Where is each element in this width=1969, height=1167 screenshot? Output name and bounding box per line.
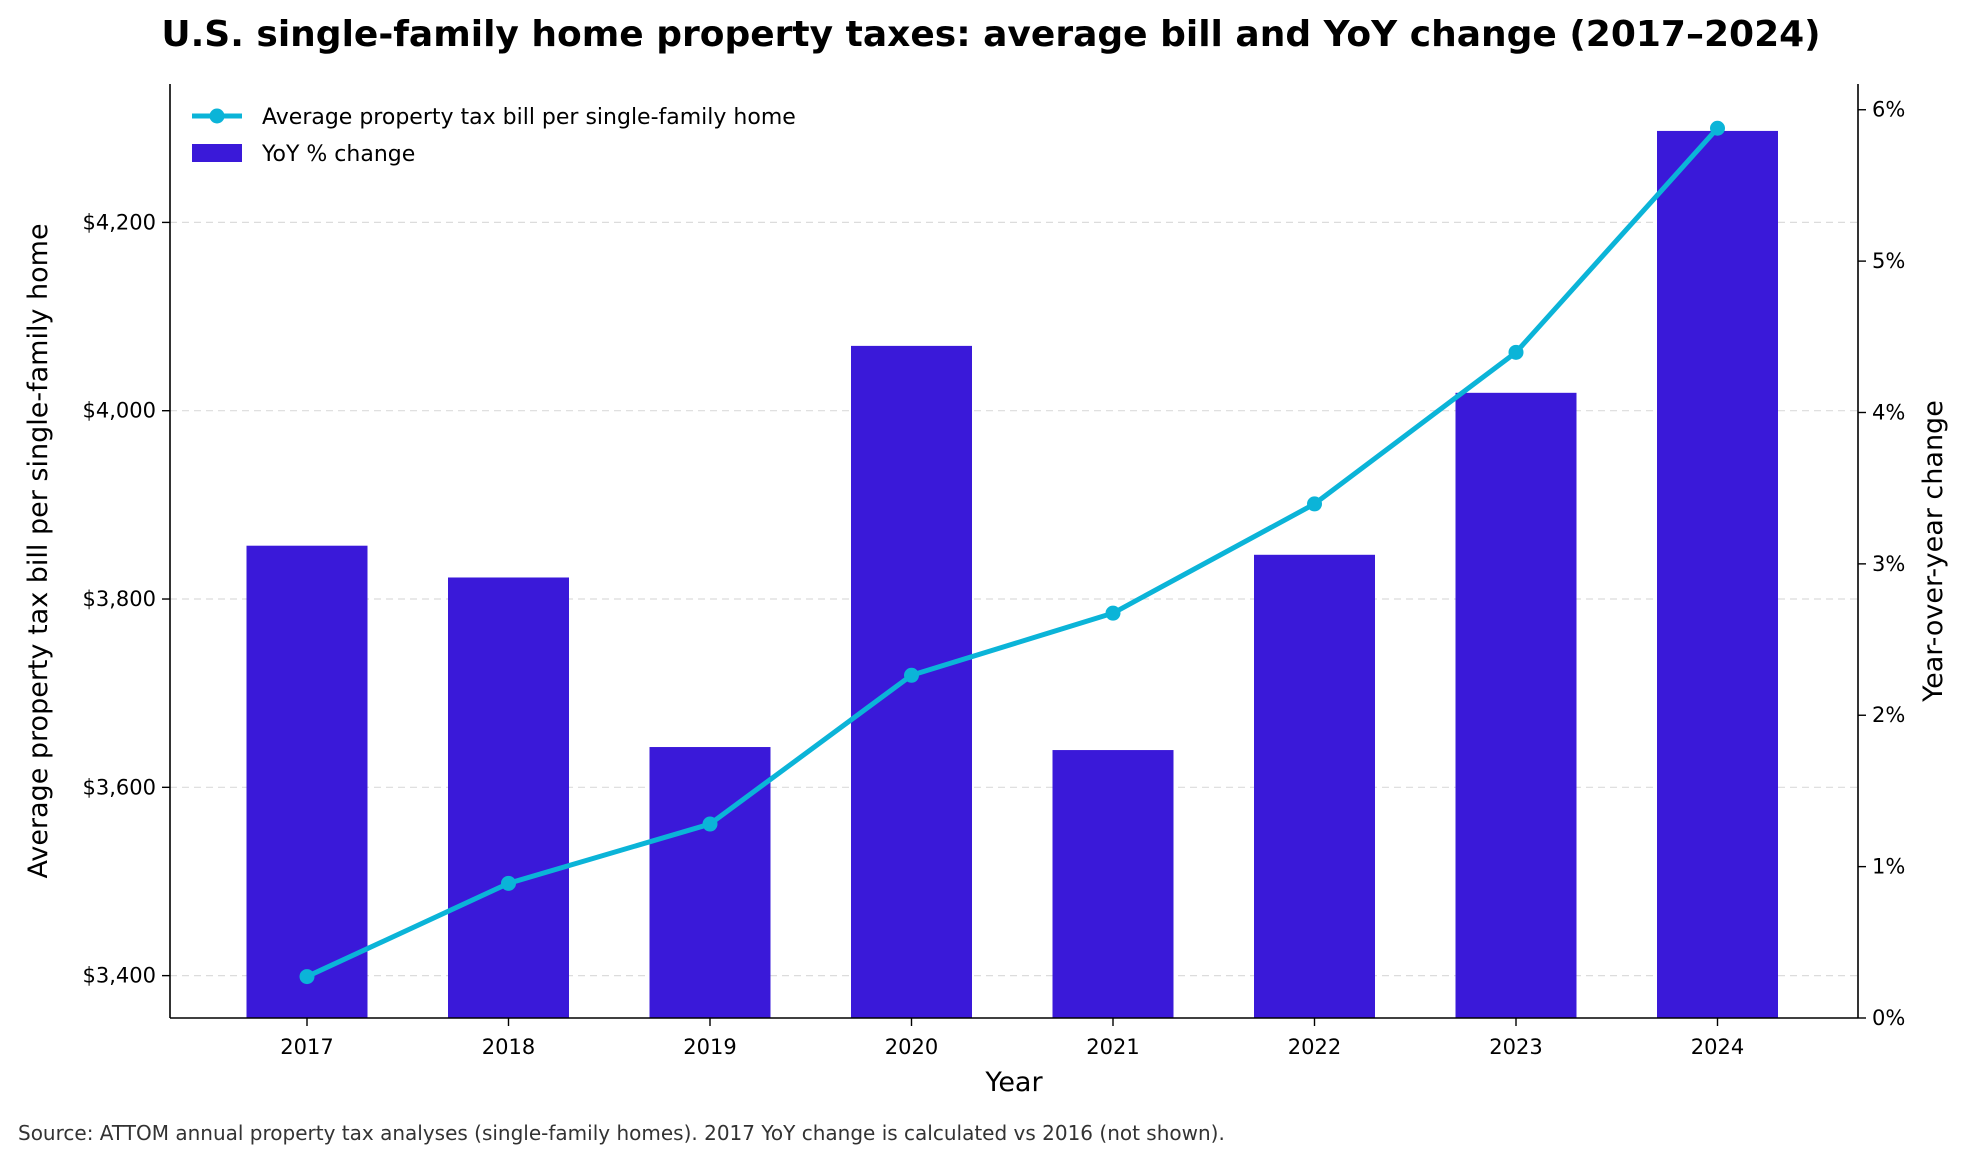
x-tick-label: 2022 (1288, 1035, 1341, 1059)
bar-yoy-2023 (1455, 392, 1577, 1018)
y-right-tick-label: 2% (1872, 703, 1905, 727)
bar-yoy-2024 (1657, 130, 1778, 1018)
y-left-tick-label: $4,000 (83, 399, 156, 423)
line-series (299, 120, 1725, 985)
y-left-tick-label: $3,800 (83, 587, 156, 611)
point-average-bill-2020 (904, 667, 919, 683)
x-axis-label: Year (984, 1067, 1043, 1098)
line-average-bill (304, 125, 1720, 980)
y-right-tick-label: 4% (1872, 400, 1905, 424)
source-note: Source: ATTOM annual property tax analys… (18, 1121, 1225, 1145)
y-right-tick-label: 3% (1872, 552, 1905, 576)
y-right-axis-label: Year-over-year change (1918, 400, 1949, 703)
x-tick-label: 2023 (1489, 1035, 1542, 1059)
point-average-bill-2023 (1508, 344, 1524, 360)
y-right-tick-label: 1% (1872, 855, 1905, 879)
axes: $3,400 $3,600 $3,800 $4,000 $4,200 0% 1% 2% 3% 4%… (23, 84, 1949, 1098)
point-average-bill-2017 (299, 969, 315, 985)
x-tick-label: 2024 (1691, 1035, 1744, 1059)
bar-yoy-2018 (448, 577, 569, 1018)
x-tick-label: 2017 (280, 1035, 333, 1059)
y-right-tick-label: 5% (1872, 249, 1905, 273)
y-left-tick-label: $3,600 (83, 775, 156, 799)
x-tick-label: 2018 (482, 1035, 535, 1059)
x-tick-label: 2021 (1086, 1035, 1139, 1059)
point-average-bill-2019 (702, 816, 718, 832)
legend-line-marker (209, 108, 225, 124)
y-right-tick-label: 0% (1872, 1006, 1905, 1030)
y-right-tick-label: 6% (1872, 98, 1905, 122)
y-left-axis-label: Average property tax bill per single-fam… (23, 223, 54, 878)
legend-bar-swatch (192, 144, 242, 162)
gridlines (170, 221, 1858, 977)
point-average-bill-2022 (1307, 496, 1322, 512)
y-left-tick-label: $4,200 (83, 210, 156, 234)
bar-yoy-2021 (1052, 750, 1174, 1018)
point-average-bill-2021 (1105, 605, 1121, 621)
y-left-tick-label: $3,400 (83, 964, 156, 988)
point-average-bill-2024 (1710, 120, 1725, 136)
point-average-bill-2018 (501, 875, 516, 891)
bar-yoy-2022 (1254, 554, 1375, 1018)
legend: Average property tax bill per single-fam… (192, 105, 796, 167)
x-tick-label: 2020 (885, 1035, 938, 1059)
legend-label-average-bill: Average property tax bill per single-fam… (262, 105, 796, 130)
bar-series (246, 130, 1778, 1018)
legend-label-yoy: YoY % change (261, 142, 415, 167)
chart-title: U.S. single-family home property taxes: … (161, 14, 1820, 55)
bar-yoy-2019 (649, 747, 771, 1018)
x-tick-label: 2019 (683, 1035, 736, 1059)
bar-yoy-2017 (246, 545, 368, 1018)
